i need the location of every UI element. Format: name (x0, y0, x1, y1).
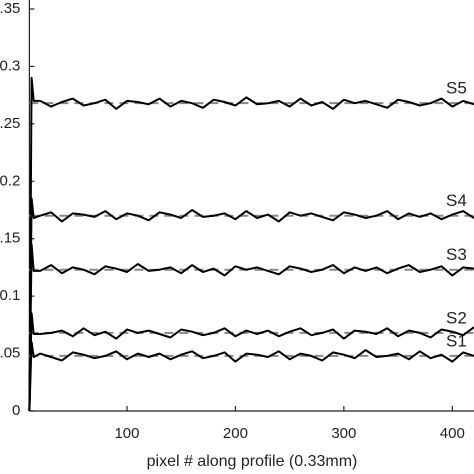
x-tick-label: 200 (223, 425, 248, 442)
x-tick-label: 300 (331, 425, 356, 442)
y-tick-label: 0.1 (0, 287, 20, 304)
series-line (28, 76, 474, 412)
series-label: S4 (446, 191, 467, 210)
series-label: S1 (446, 331, 467, 350)
x-tick-label: 400 (440, 425, 465, 442)
series-label: S3 (446, 245, 467, 264)
y-tick-label: 0.3 (0, 57, 20, 74)
series-line (28, 243, 474, 412)
series-label: S2 (446, 308, 467, 327)
y-tick-label: 0.05 (0, 345, 20, 362)
series-line (28, 341, 474, 412)
x-tick-label: 100 (114, 425, 139, 442)
series-line (28, 312, 474, 412)
series-line (28, 197, 474, 412)
y-tick-label: 0.35 (0, 0, 20, 17)
y-tick-label: 0 (12, 402, 20, 419)
y-tick-label: 0.25 (0, 115, 20, 132)
y-tick-label: 0.2 (0, 172, 20, 189)
y-tick-label: 0.15 (0, 230, 20, 247)
x-axis-label: pixel # along profile (0.33mm) (147, 453, 358, 470)
series-label: S5 (446, 79, 467, 98)
